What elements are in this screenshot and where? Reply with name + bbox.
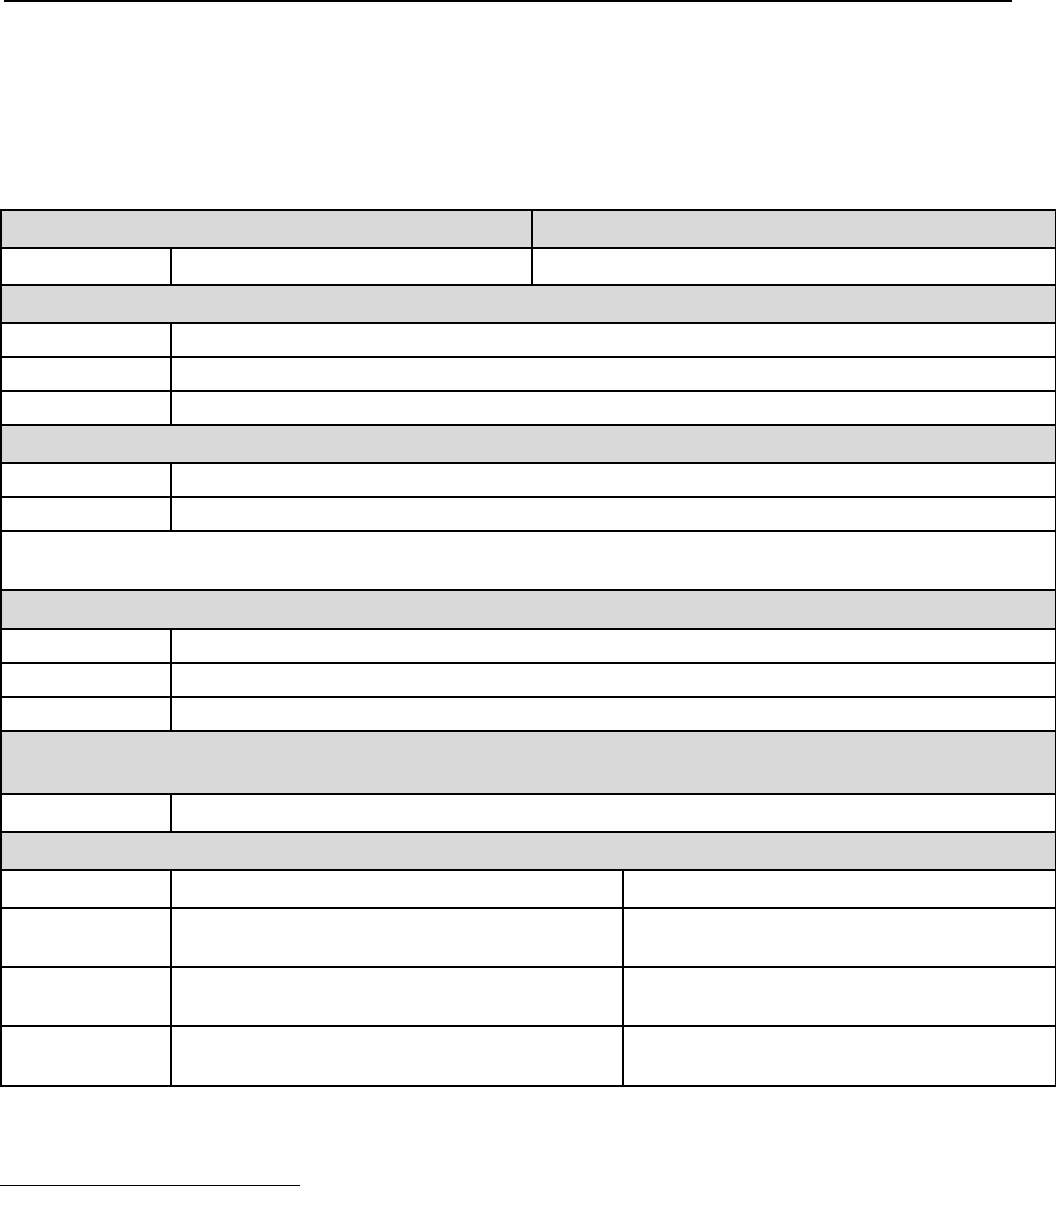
table-row bbox=[0, 1025, 1056, 1087]
table-row bbox=[0, 869, 1056, 909]
header-rule bbox=[4, 0, 1012, 2]
label-cell bbox=[0, 696, 172, 732]
table-row bbox=[0, 462, 1056, 498]
table-row bbox=[0, 496, 1056, 532]
value-cell bbox=[170, 628, 1056, 664]
value-cell bbox=[170, 247, 533, 286]
full-width-cell bbox=[0, 530, 1056, 591]
value-cell bbox=[170, 869, 624, 909]
section-header-cell bbox=[0, 284, 1056, 324]
section-header-row bbox=[0, 424, 1056, 464]
value-cell bbox=[170, 356, 1056, 392]
table-row bbox=[0, 696, 1056, 732]
value-cell bbox=[170, 966, 624, 1027]
label-cell bbox=[0, 907, 172, 968]
section-header-row bbox=[0, 831, 1056, 871]
form-table bbox=[0, 209, 1056, 1087]
table-row bbox=[0, 530, 1056, 591]
section-header-row bbox=[0, 589, 1056, 630]
value-cell bbox=[531, 247, 1056, 286]
table-row bbox=[0, 966, 1056, 1027]
label-cell bbox=[0, 869, 172, 909]
section-header-row bbox=[0, 284, 1056, 324]
value-cell bbox=[622, 907, 1056, 968]
header-cell bbox=[0, 209, 533, 249]
label-cell bbox=[0, 356, 172, 392]
table-row bbox=[0, 628, 1056, 664]
value-cell bbox=[170, 662, 1056, 698]
table-row bbox=[0, 209, 1056, 249]
label-cell bbox=[0, 793, 172, 833]
section-header-cell bbox=[0, 831, 1056, 871]
value-cell bbox=[622, 966, 1056, 1027]
value-cell bbox=[170, 907, 624, 968]
table-row bbox=[0, 390, 1056, 426]
value-cell bbox=[170, 390, 1056, 426]
label-cell bbox=[0, 496, 172, 532]
value-cell bbox=[170, 793, 1056, 833]
label-cell bbox=[0, 462, 172, 498]
table-row bbox=[0, 662, 1056, 698]
value-cell bbox=[622, 1025, 1056, 1087]
label-cell bbox=[0, 390, 172, 426]
table-row bbox=[0, 907, 1056, 968]
label-cell bbox=[0, 628, 172, 664]
header-cell bbox=[531, 209, 1056, 249]
footnote-separator bbox=[0, 1185, 300, 1186]
section-header-row bbox=[0, 730, 1056, 795]
label-cell bbox=[0, 322, 172, 358]
section-header-cell bbox=[0, 424, 1056, 464]
label-cell bbox=[0, 662, 172, 698]
table-row bbox=[0, 322, 1056, 358]
value-cell bbox=[170, 696, 1056, 732]
label-cell bbox=[0, 247, 172, 286]
value-cell bbox=[170, 496, 1056, 532]
section-header-cell bbox=[0, 730, 1056, 795]
section-header-cell bbox=[0, 589, 1056, 630]
label-cell bbox=[0, 1025, 172, 1087]
table-row bbox=[0, 247, 1056, 286]
value-cell bbox=[170, 322, 1056, 358]
table-row bbox=[0, 793, 1056, 833]
value-cell bbox=[170, 462, 1056, 498]
value-cell bbox=[622, 869, 1056, 909]
table-row bbox=[0, 356, 1056, 392]
label-cell bbox=[0, 966, 172, 1027]
value-cell bbox=[170, 1025, 624, 1087]
